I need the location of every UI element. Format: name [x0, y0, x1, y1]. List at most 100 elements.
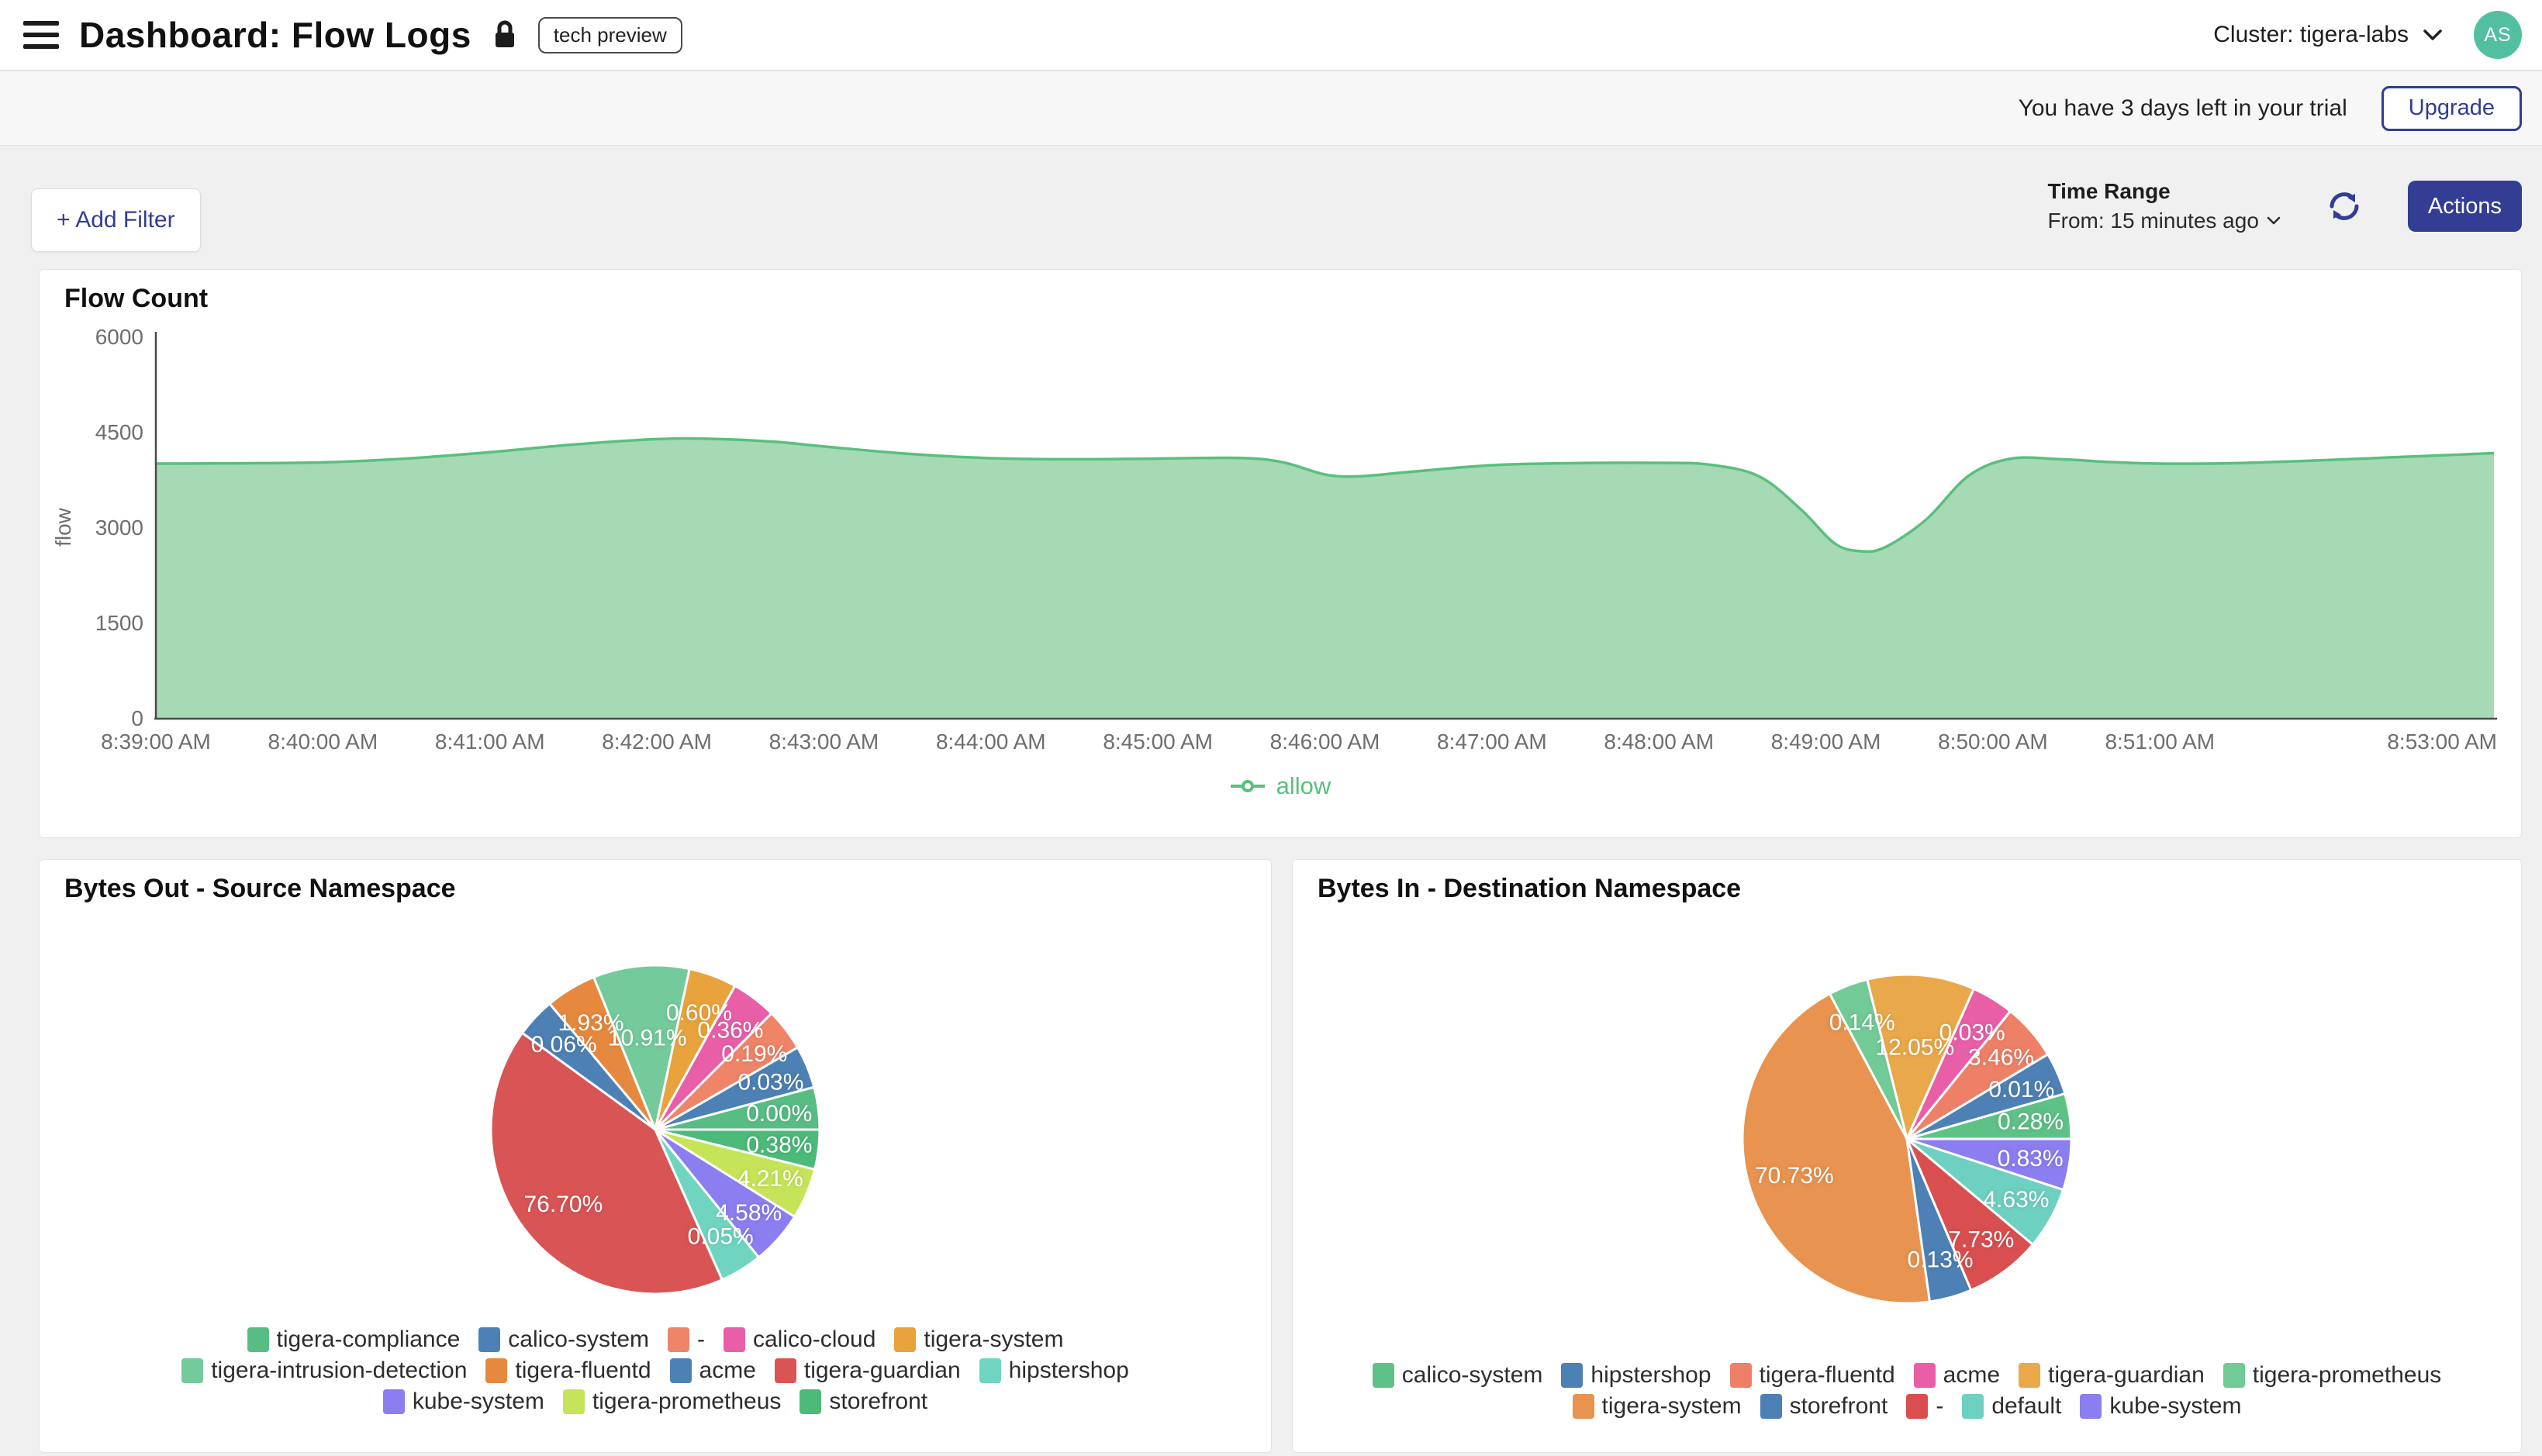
legend-item-tigera-prometheus[interactable]: tigera-prometheus	[2223, 1362, 2441, 1389]
legend-item-default[interactable]: default	[1962, 1393, 2061, 1420]
legend-swatch	[668, 1327, 689, 1352]
chevron-down-icon	[2267, 216, 2281, 226]
legend-swatch	[1561, 1363, 1584, 1388]
pie-slice-tigera-intrusion-detection[interactable]	[592, 964, 691, 1131]
y-tick-label: 4500	[95, 420, 143, 444]
legend-item-tigera-system[interactable]: tigera-system	[1572, 1393, 1742, 1420]
legend-label: tigera-fluentd	[1759, 1362, 1895, 1388]
cluster-label: Cluster: tigera-labs	[2213, 22, 2409, 47]
legend-swatch	[1729, 1363, 1752, 1388]
legend-label: acme	[699, 1358, 756, 1383]
time-range-value: From: 15 minutes ago	[2047, 209, 2259, 233]
upgrade-button[interactable]: Upgrade	[2381, 85, 2522, 131]
bytes-out-title: Bytes Out - Source Namespace	[64, 874, 456, 903]
avatar[interactable]: AS	[2474, 11, 2522, 59]
flow-count-panel: Flow Count 0 1500 3000 4500 6000 8:39:00 AM 8:…	[39, 269, 2522, 838]
legend-swatch	[1760, 1394, 1782, 1419]
legend-label: kube-system	[2109, 1393, 2242, 1419]
page-title: Dashboard: Flow Logs	[79, 15, 471, 55]
legend-item-tigera-fluentd[interactable]: tigera-fluentd	[1729, 1362, 1895, 1389]
actions-button[interactable]: Actions	[2407, 181, 2522, 232]
pie-percent-label: 0.60%	[666, 1000, 732, 1026]
legend-item-calico-cloud[interactable]: calico-cloud	[724, 1327, 876, 1353]
legend-swatch	[2080, 1394, 2102, 1419]
legend-label: calico-system	[508, 1327, 649, 1352]
flow-count-chart: 0 1500 3000 4500 6000 8:39:00 AM 8:40:00 AM 8:4…	[51, 325, 2497, 754]
pie-percent-label: 0.00%	[746, 1101, 812, 1127]
legend-item-tigera-fluentd[interactable]: tigera-fluentd	[485, 1358, 651, 1384]
legend-label: kube-system	[412, 1389, 544, 1414]
legend-item--[interactable]: -	[668, 1327, 705, 1353]
legend-label: storefront	[829, 1389, 928, 1414]
pie-slice-tigera-system[interactable]	[1741, 992, 1932, 1305]
x-tick-label: 8:39:00 AM	[101, 730, 211, 754]
pie-percent-label: 1.93%	[558, 1010, 623, 1036]
legend-item-calico-system[interactable]: calico-system	[478, 1327, 649, 1353]
pie-slice--[interactable]	[1905, 1137, 2034, 1292]
pie-slice-kube-system[interactable]	[1905, 1137, 2073, 1192]
legend-item-acme[interactable]: acme	[669, 1358, 756, 1384]
legend-item-calico-system[interactable]: calico-system	[1372, 1362, 1542, 1389]
pie-percent-label: 7.73%	[1948, 1227, 2014, 1253]
x-tick-label: 8:42:00 AM	[602, 730, 712, 754]
pie-percent-label: 0.13%	[1908, 1247, 1974, 1272]
pie-percent-label: 0.83%	[1998, 1146, 2064, 1171]
legend-item-tigera-compliance[interactable]: tigera-compliance	[247, 1327, 460, 1353]
legend-item-storefront[interactable]: storefront	[800, 1389, 927, 1415]
legend-item-hipstershop[interactable]: hipstershop	[1561, 1362, 1711, 1389]
avatar-initials: AS	[2484, 23, 2512, 46]
legend-item-tigera-prometheus[interactable]: tigera-prometheus	[562, 1389, 781, 1415]
legend-label: acme	[1943, 1362, 2000, 1388]
refresh-button[interactable]	[2324, 186, 2364, 226]
add-filter-button[interactable]: + Add Filter	[31, 188, 201, 252]
legend-swatch	[485, 1358, 508, 1383]
legend-item-tigera-intrusion-detection[interactable]: tigera-intrusion-detection	[181, 1358, 467, 1384]
flow-legend-allow[interactable]: allow	[40, 772, 2521, 800]
legend-item-hipstershop[interactable]: hipstershop	[979, 1358, 1129, 1384]
legend-swatch	[979, 1358, 1001, 1383]
pie-percent-label: 0.36%	[697, 1017, 763, 1043]
bytes-out-panel: Bytes Out - Source Namespace 0.00% 0.03% 0…	[39, 859, 1272, 1453]
lock-icon	[492, 19, 518, 50]
allow-area-series[interactable]	[156, 438, 2494, 718]
legend-item-tigera-system[interactable]: tigera-system	[894, 1327, 1063, 1353]
legend-item--[interactable]: -	[1906, 1393, 1943, 1420]
legend-label: tigera-prometheus	[2252, 1362, 2442, 1388]
legend-label: -	[1936, 1393, 1944, 1419]
legend-label: tigera-guardian	[803, 1358, 961, 1383]
y-tick-label: 6000	[95, 325, 143, 349]
legend-label: tigera-system	[924, 1327, 1064, 1352]
bytes-in-pie-chart: 0.28% 0.01% 3.46%0.03%12.05%0.14% 70.73% 0.1…	[1741, 973, 2073, 1305]
x-tick-label: 8:41:00 AM	[435, 730, 545, 754]
legend-item-storefront[interactable]: storefront	[1760, 1393, 1888, 1420]
x-tick-label: 8:53:00 AM	[2387, 730, 2497, 754]
time-range-selector[interactable]: Time Range From: 15 minutes ago	[2048, 177, 2281, 236]
legend-item-kube-system[interactable]: kube-system	[382, 1389, 544, 1415]
y-axis-title: flow	[51, 507, 75, 547]
x-tick-label: 8:45:00 AM	[1103, 730, 1213, 754]
legend-item-tigera-guardian[interactable]: tigera-guardian	[774, 1358, 961, 1384]
filter-toolbar: + Add Filter Time Range From: 15 minutes…	[0, 146, 2542, 268]
cluster-selector[interactable]: Cluster: tigera-labs	[2213, 22, 2443, 48]
legend-swatch	[382, 1389, 405, 1414]
chevron-down-icon	[2423, 29, 2443, 41]
pie-slice-storefront[interactable]	[654, 1128, 821, 1171]
pie-percent-label: 0.19%	[721, 1041, 787, 1067]
legend-item-tigera-guardian[interactable]: tigera-guardian	[2019, 1362, 2205, 1389]
menu-button[interactable]	[23, 21, 59, 49]
legend-swatch	[1372, 1363, 1394, 1388]
bytes-in-title: Bytes In - Destination Namespace	[1318, 874, 1742, 903]
legend-item-kube-system[interactable]: kube-system	[2080, 1393, 2241, 1420]
legend-label: tigera-guardian	[2048, 1362, 2205, 1388]
legend-swatch	[2223, 1363, 2245, 1388]
allow-series-marker-icon	[1230, 779, 1266, 793]
trial-banner: You have 3 days left in your trial Upgra…	[0, 71, 2542, 146]
pie-slice-tigera-guardian[interactable]	[1866, 973, 1975, 1140]
legend-swatch	[1913, 1363, 1936, 1388]
y-tick-label: 0	[131, 706, 143, 730]
legend-swatch	[774, 1358, 796, 1383]
pie-slice-tigera-guardian[interactable]	[489, 1031, 724, 1296]
y-tick-label: 1500	[95, 611, 143, 635]
legend-item-acme[interactable]: acme	[1913, 1362, 2000, 1389]
